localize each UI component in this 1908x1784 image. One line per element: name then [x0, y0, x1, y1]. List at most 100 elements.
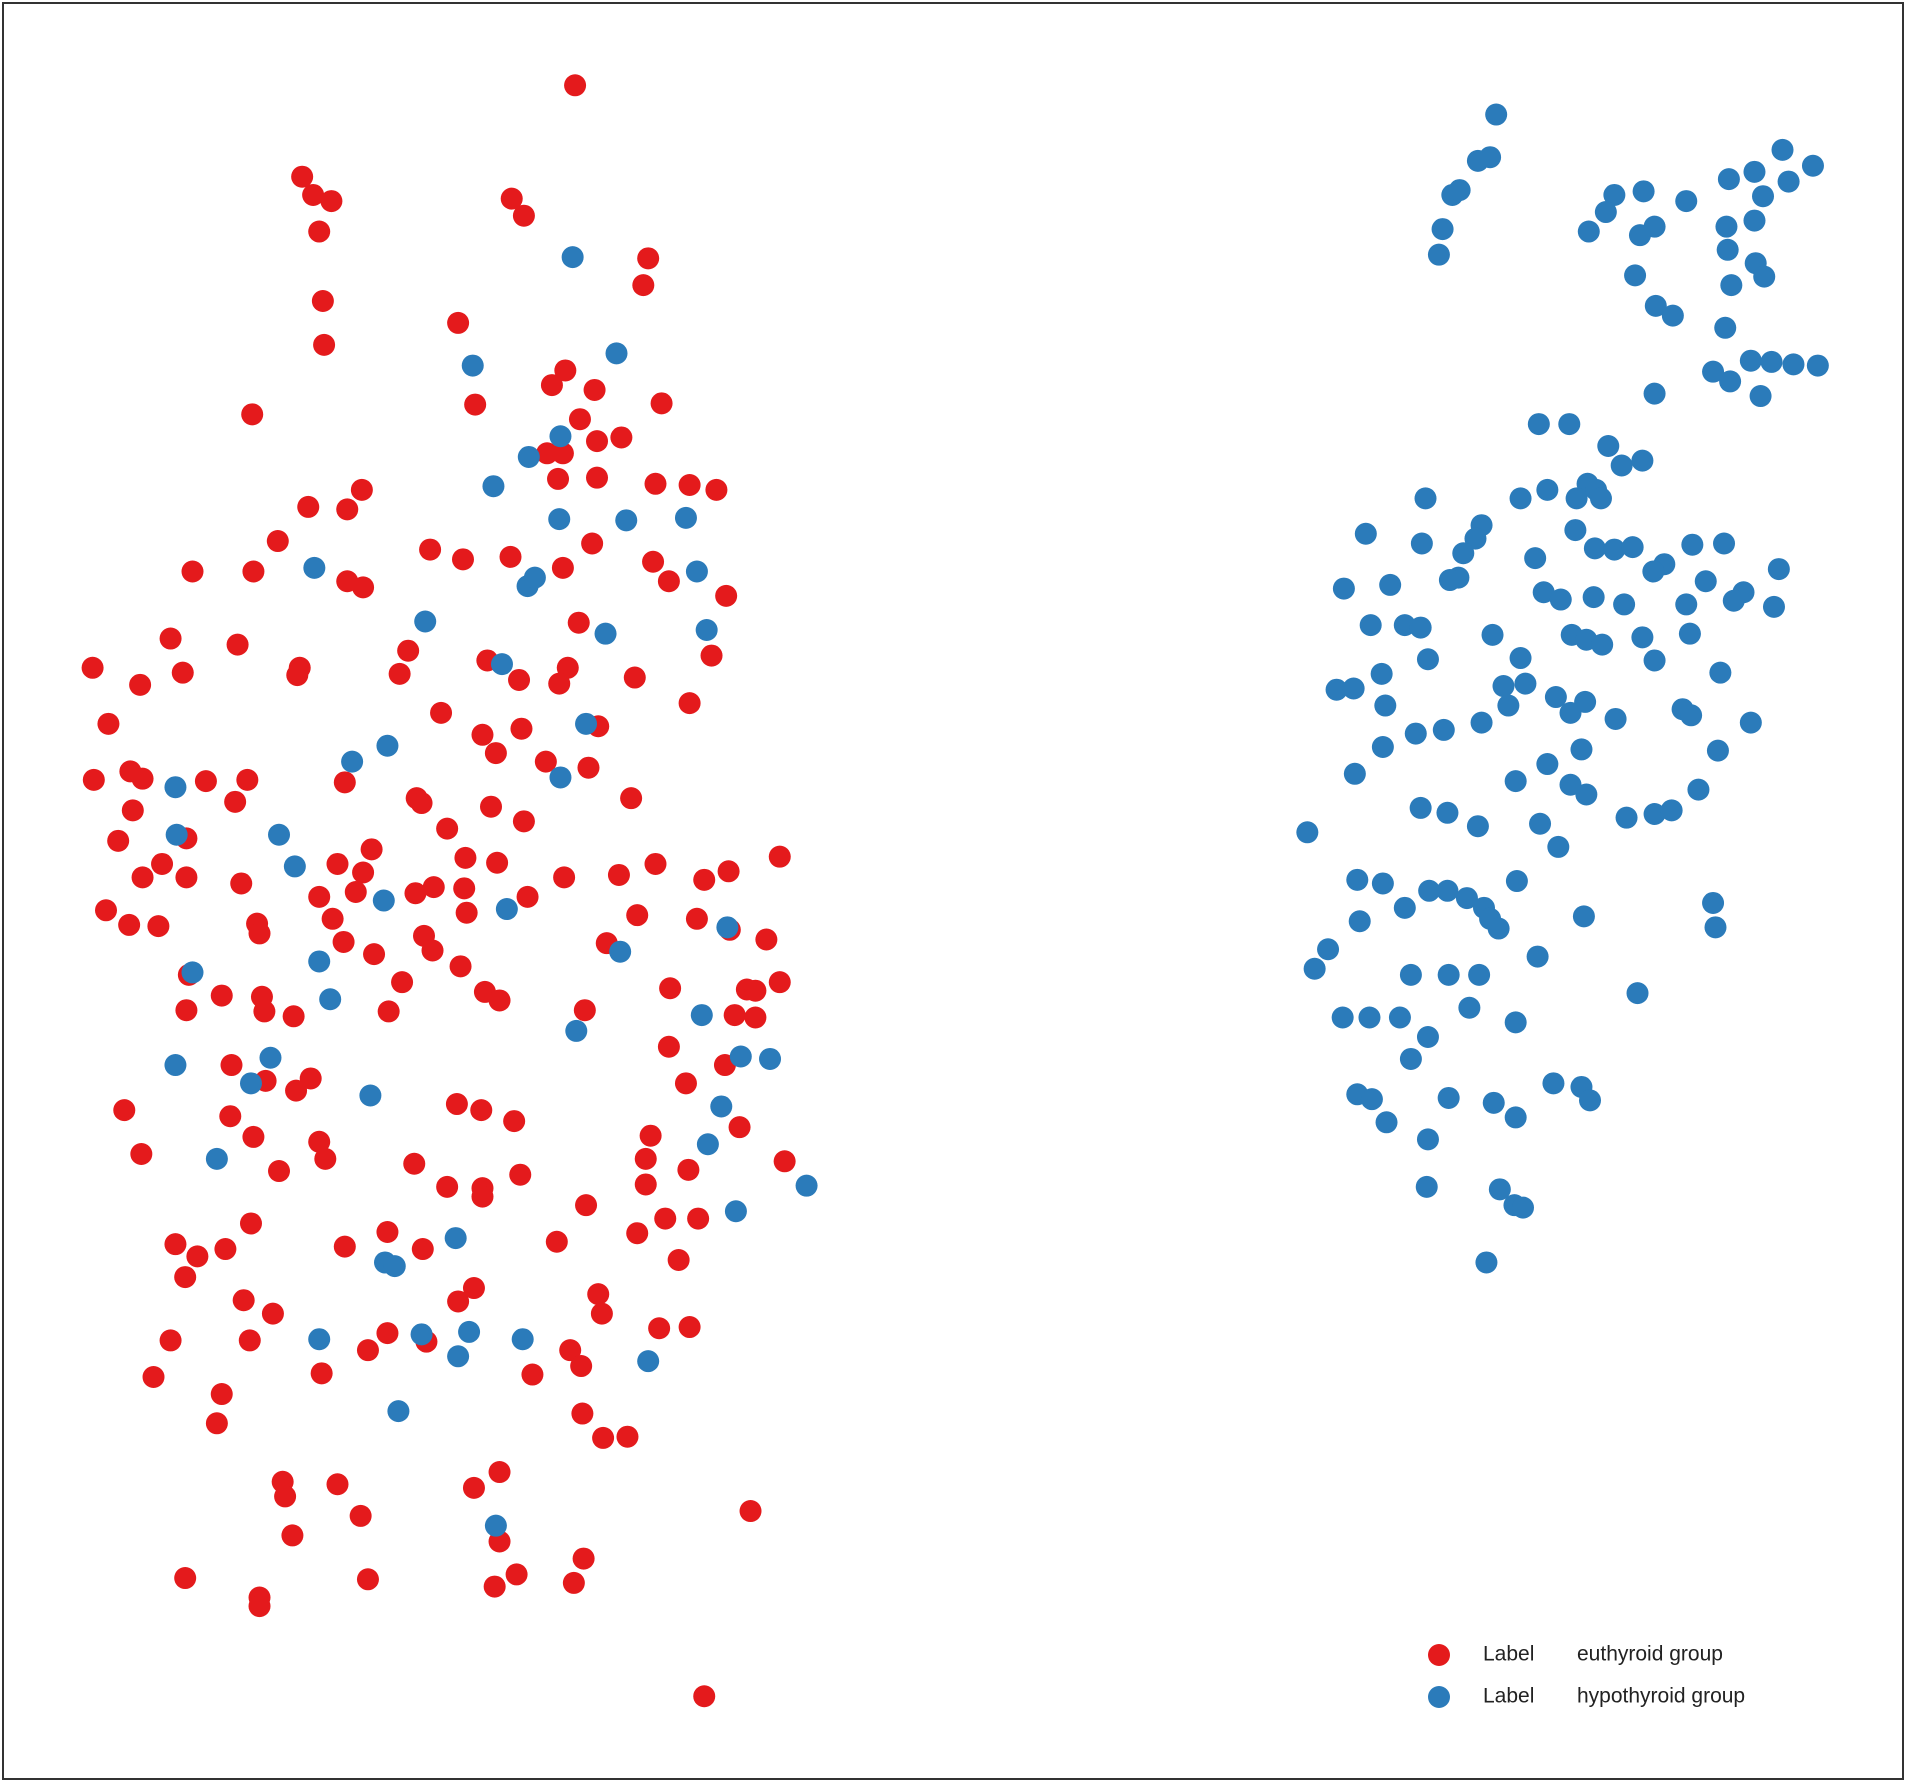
- point: [471, 1185, 494, 1208]
- point: [500, 187, 523, 210]
- point: [261, 1302, 284, 1325]
- point: [1559, 701, 1582, 724]
- point: [729, 1045, 752, 1068]
- point: [511, 1328, 534, 1351]
- point: [1504, 1106, 1527, 1129]
- point: [549, 425, 572, 448]
- point: [326, 1473, 349, 1496]
- point: [577, 756, 600, 779]
- point: [1409, 796, 1432, 819]
- point: [678, 1316, 701, 1339]
- point: [356, 1568, 379, 1591]
- point: [499, 545, 522, 568]
- point: [451, 548, 474, 571]
- point: [130, 1142, 153, 1165]
- point: [333, 771, 356, 794]
- legend-label: Label: [1483, 1643, 1534, 1666]
- legend-entry: hypothyroid group: [1577, 1685, 1745, 1708]
- point: [1582, 586, 1605, 609]
- point: [659, 977, 682, 1000]
- point: [383, 1255, 406, 1278]
- point: [1526, 945, 1549, 968]
- point: [1643, 382, 1666, 405]
- point: [1704, 916, 1727, 939]
- point: [1343, 762, 1366, 785]
- point: [1448, 179, 1471, 202]
- point: [1575, 783, 1598, 806]
- point: [644, 852, 667, 875]
- point: [565, 1019, 588, 1042]
- point: [1509, 647, 1532, 670]
- legend-marker: [1428, 1686, 1450, 1708]
- point: [548, 672, 571, 695]
- point: [1631, 626, 1654, 649]
- point: [142, 1365, 165, 1388]
- point: [350, 478, 373, 501]
- point: [1594, 201, 1617, 224]
- point: [449, 955, 472, 978]
- point: [470, 1099, 493, 1122]
- point: [174, 1567, 197, 1590]
- point: [131, 866, 154, 889]
- point: [1536, 753, 1559, 776]
- point: [536, 442, 559, 465]
- point: [567, 611, 590, 634]
- point: [210, 984, 233, 1007]
- point: [174, 1266, 197, 1289]
- point: [1375, 1111, 1398, 1134]
- point: [607, 863, 630, 886]
- point: [359, 1084, 382, 1107]
- point: [648, 1317, 671, 1340]
- point: [1354, 522, 1377, 545]
- legend-marker: [1428, 1644, 1450, 1666]
- point: [1360, 1088, 1383, 1111]
- point: [696, 1133, 719, 1156]
- point: [219, 1105, 242, 1128]
- point: [768, 845, 791, 868]
- point: [1604, 707, 1627, 730]
- point: [1626, 982, 1649, 1005]
- point: [1715, 215, 1738, 238]
- point: [1549, 588, 1572, 611]
- point: [486, 851, 509, 874]
- point: [404, 882, 427, 905]
- point: [690, 1004, 713, 1027]
- point: [230, 872, 253, 895]
- point: [1680, 704, 1703, 727]
- point: [768, 971, 791, 994]
- point: [1749, 385, 1772, 408]
- point: [118, 913, 141, 936]
- point: [387, 1400, 410, 1423]
- point: [1687, 778, 1710, 801]
- point: [1458, 996, 1481, 1019]
- point: [1436, 801, 1459, 824]
- point: [616, 1425, 639, 1448]
- point: [1558, 413, 1581, 436]
- point: [1752, 185, 1775, 208]
- point: [634, 1147, 657, 1170]
- point: [590, 1302, 613, 1325]
- point: [1694, 570, 1717, 593]
- point: [715, 584, 738, 607]
- point: [224, 790, 247, 813]
- point: [268, 1160, 291, 1183]
- point: [445, 1093, 468, 1116]
- point: [1603, 538, 1626, 561]
- point: [1438, 569, 1461, 592]
- point: [164, 1233, 187, 1256]
- point: [623, 666, 646, 689]
- point: [705, 478, 728, 501]
- point: [352, 861, 375, 884]
- point: [113, 1099, 136, 1122]
- point: [615, 509, 638, 532]
- point: [1536, 478, 1559, 501]
- point: [1466, 815, 1489, 838]
- point: [1527, 413, 1550, 436]
- point: [1404, 722, 1427, 745]
- point: [248, 1595, 271, 1618]
- point: [1399, 963, 1422, 986]
- point: [551, 556, 574, 579]
- point: [349, 1504, 372, 1527]
- point: [1589, 487, 1612, 510]
